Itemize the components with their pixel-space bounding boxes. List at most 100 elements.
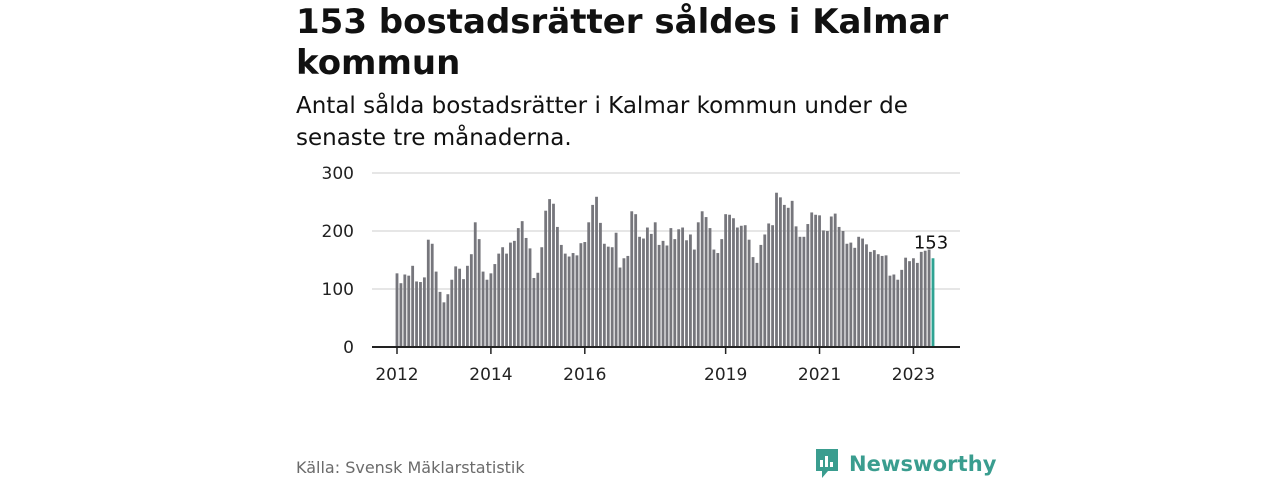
bar bbox=[512, 240, 516, 347]
bar bbox=[407, 275, 411, 347]
bar bbox=[653, 222, 657, 347]
bar bbox=[900, 269, 904, 347]
bar bbox=[477, 239, 481, 347]
bar bbox=[438, 291, 442, 347]
bar bbox=[516, 228, 520, 347]
bar bbox=[837, 226, 841, 347]
bar bbox=[661, 240, 665, 347]
bar bbox=[634, 214, 638, 347]
bar bbox=[552, 203, 555, 347]
bar bbox=[767, 223, 771, 347]
bar bbox=[411, 265, 415, 347]
bar bbox=[665, 245, 669, 347]
bar bbox=[509, 242, 512, 347]
y-tick-label: 100 bbox=[322, 280, 354, 300]
bar bbox=[493, 264, 497, 347]
bar bbox=[904, 257, 908, 347]
bar bbox=[708, 228, 712, 347]
brand-name: Newsworthy bbox=[849, 452, 997, 476]
bar bbox=[747, 239, 751, 347]
bar bbox=[912, 258, 915, 347]
x-tick-label: 2012 bbox=[375, 365, 418, 385]
bar bbox=[685, 240, 688, 347]
bar bbox=[563, 253, 567, 347]
bar bbox=[626, 255, 630, 347]
bar bbox=[892, 274, 896, 347]
bar bbox=[806, 224, 810, 347]
bar bbox=[532, 277, 536, 347]
y-tick-label: 0 bbox=[343, 338, 354, 358]
bar bbox=[524, 237, 528, 347]
bar bbox=[587, 222, 591, 347]
bar bbox=[845, 243, 849, 347]
bar bbox=[430, 243, 434, 347]
bar bbox=[446, 294, 450, 347]
bar bbox=[739, 225, 743, 347]
bar bbox=[829, 216, 833, 347]
bar bbox=[915, 262, 919, 347]
bar bbox=[575, 255, 579, 347]
bar bbox=[497, 253, 501, 347]
bar bbox=[466, 265, 469, 347]
bar bbox=[583, 242, 587, 347]
bar bbox=[610, 247, 614, 347]
bar bbox=[602, 243, 606, 347]
last-value-label: 153 bbox=[914, 232, 948, 253]
bar bbox=[395, 273, 399, 347]
bar bbox=[426, 239, 430, 347]
x-tick-label: 2023 bbox=[892, 365, 935, 385]
bar bbox=[544, 210, 548, 347]
bar bbox=[849, 242, 853, 347]
bar bbox=[501, 247, 505, 347]
bar bbox=[759, 244, 763, 347]
bar bbox=[403, 274, 407, 347]
bar bbox=[622, 258, 626, 347]
bar bbox=[450, 279, 454, 347]
bar bbox=[732, 218, 735, 347]
bar bbox=[927, 249, 931, 347]
bar bbox=[520, 221, 524, 347]
y-axis-tick-labels: 0 100 200 300 bbox=[322, 164, 354, 358]
source-note: Källa: Svensk Mäklarstatistik bbox=[296, 458, 525, 477]
newsworthy-logo-icon bbox=[816, 449, 838, 478]
bar bbox=[779, 197, 782, 347]
bar bbox=[579, 243, 583, 347]
bar-highlighted bbox=[931, 258, 935, 347]
bar bbox=[454, 266, 458, 347]
bar bbox=[865, 244, 868, 347]
bar bbox=[790, 200, 794, 347]
bar bbox=[794, 226, 798, 347]
chart-subtitle: Antal sålda bostadsrätter i Kalmar kommu… bbox=[296, 93, 908, 151]
bar bbox=[469, 254, 473, 347]
bar bbox=[642, 238, 645, 347]
bar bbox=[857, 236, 861, 347]
bar bbox=[802, 236, 806, 347]
bar bbox=[677, 229, 681, 347]
bar-chart: 0 100 200 300 2012 2014 2016 2019 2021 2023 153 bbox=[322, 164, 960, 385]
brand-logo-group: Newsworthy bbox=[814, 447, 997, 481]
x-tick-label: 2019 bbox=[704, 365, 747, 385]
bar bbox=[571, 253, 575, 347]
bar bbox=[822, 230, 825, 347]
x-tick-label: 2016 bbox=[563, 365, 606, 385]
bar bbox=[399, 283, 403, 347]
bar bbox=[528, 248, 532, 347]
bar bbox=[681, 227, 685, 347]
bar bbox=[841, 231, 845, 347]
y-tick-label: 300 bbox=[322, 164, 354, 184]
bar bbox=[908, 261, 911, 347]
y-tick-label: 200 bbox=[322, 222, 354, 242]
bar bbox=[458, 268, 462, 347]
x-tick-label: 2014 bbox=[469, 365, 512, 385]
bar bbox=[700, 211, 704, 347]
bar bbox=[548, 199, 551, 347]
bar bbox=[669, 228, 673, 347]
bar bbox=[818, 215, 821, 347]
bar bbox=[728, 214, 731, 347]
bar bbox=[861, 238, 864, 347]
bar bbox=[853, 247, 857, 347]
bar bbox=[720, 239, 724, 347]
bar bbox=[536, 272, 540, 347]
bar bbox=[704, 217, 708, 347]
bar bbox=[896, 279, 900, 347]
